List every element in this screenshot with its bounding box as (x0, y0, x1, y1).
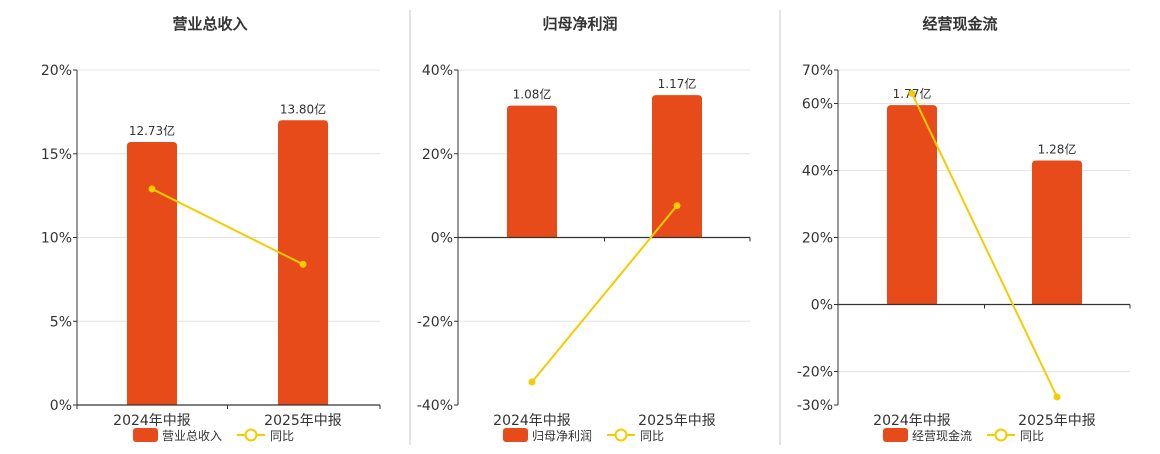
y-tick-label: 20% (422, 147, 453, 163)
legend-label-bar: 归母净利润 (532, 429, 592, 443)
y-tick-label: -30% (797, 398, 833, 414)
y-tick-label: 20% (802, 231, 833, 247)
bar (507, 105, 557, 238)
y-tick-label: 0% (50, 398, 72, 414)
bar (652, 95, 702, 238)
y-tick-label: 70% (802, 63, 833, 79)
y-tick-label: 40% (422, 63, 453, 79)
line-point (148, 185, 156, 193)
y-tick-label: 0% (431, 231, 453, 247)
bar-value-label: 1.17亿 (658, 76, 697, 91)
bar (1032, 160, 1082, 305)
legend-label-line: 同比 (1020, 429, 1044, 443)
x-tick-label: 2024年中报 (873, 413, 951, 429)
y-tick-label: 40% (802, 164, 833, 180)
bar (127, 142, 177, 405)
legend-label-bar: 经营现金流 (912, 428, 972, 443)
y-tick-label: 5% (50, 314, 72, 330)
line-point (1053, 393, 1061, 401)
bar-value-label: 12.73亿 (129, 123, 175, 138)
bar (887, 105, 937, 305)
bar-value-label: 13.80亿 (280, 101, 326, 116)
line-series (531, 205, 678, 383)
legend-label-line: 同比 (270, 429, 294, 443)
chart-panel-1: 营业总收入 0% 5% 10% 15% 20% 12.73亿 13.80亿 2024年中报 202… (41, 15, 381, 443)
line-series (911, 93, 1058, 398)
line-point (673, 202, 681, 210)
line-point (528, 378, 536, 386)
line-point (299, 260, 307, 268)
line-point (908, 89, 916, 97)
y-tick-label: -20% (797, 365, 833, 381)
x-tick-label: 2025年中报 (1018, 413, 1096, 429)
chart-title: 营业总收入 (172, 15, 247, 33)
legend-swatch-marker (994, 428, 1008, 442)
bar-value-label: 1.28亿 (1038, 141, 1077, 156)
chart-panel-3: 经营现金流-30%-20%0%20%40%60%70%1.77亿1.28亿202… (797, 15, 1131, 443)
y-tick-label: 60% (802, 97, 833, 113)
x-tick-label: 2025年中报 (264, 413, 342, 429)
line-series (151, 188, 304, 266)
y-tick-label: 0% (811, 298, 833, 314)
x-tick-label: 2024年中报 (493, 413, 571, 429)
legend-swatch-bar (503, 428, 528, 442)
legend-swatch-bar (133, 428, 158, 442)
x-tick-label: 2025年中报 (638, 413, 716, 429)
y-tick-label: 15% (41, 147, 72, 163)
legend-swatch-marker (614, 428, 628, 442)
chart-panel-2: 归母净利润 -40% -20% 0% 20% 40% 1.08亿 1.17亿 2024年中报 20… (417, 15, 751, 443)
y-tick-label: 20% (41, 63, 72, 79)
legend-label-bar: 营业总收入 (162, 429, 222, 443)
chart-title: 经营现金流 (922, 15, 997, 33)
x-tick-label: 2024年中报 (113, 413, 191, 429)
legend-label-line: 同比 (640, 429, 664, 443)
y-tick-label: -40% (417, 398, 453, 414)
legend-swatch-marker (244, 428, 258, 442)
chart-title: 归母净利润 (542, 15, 617, 33)
legend-swatch-bar (883, 428, 908, 442)
y-tick-label: -20% (417, 314, 453, 330)
bar-value-label: 1.08亿 (513, 87, 552, 102)
y-tick-label: 10% (41, 231, 72, 247)
